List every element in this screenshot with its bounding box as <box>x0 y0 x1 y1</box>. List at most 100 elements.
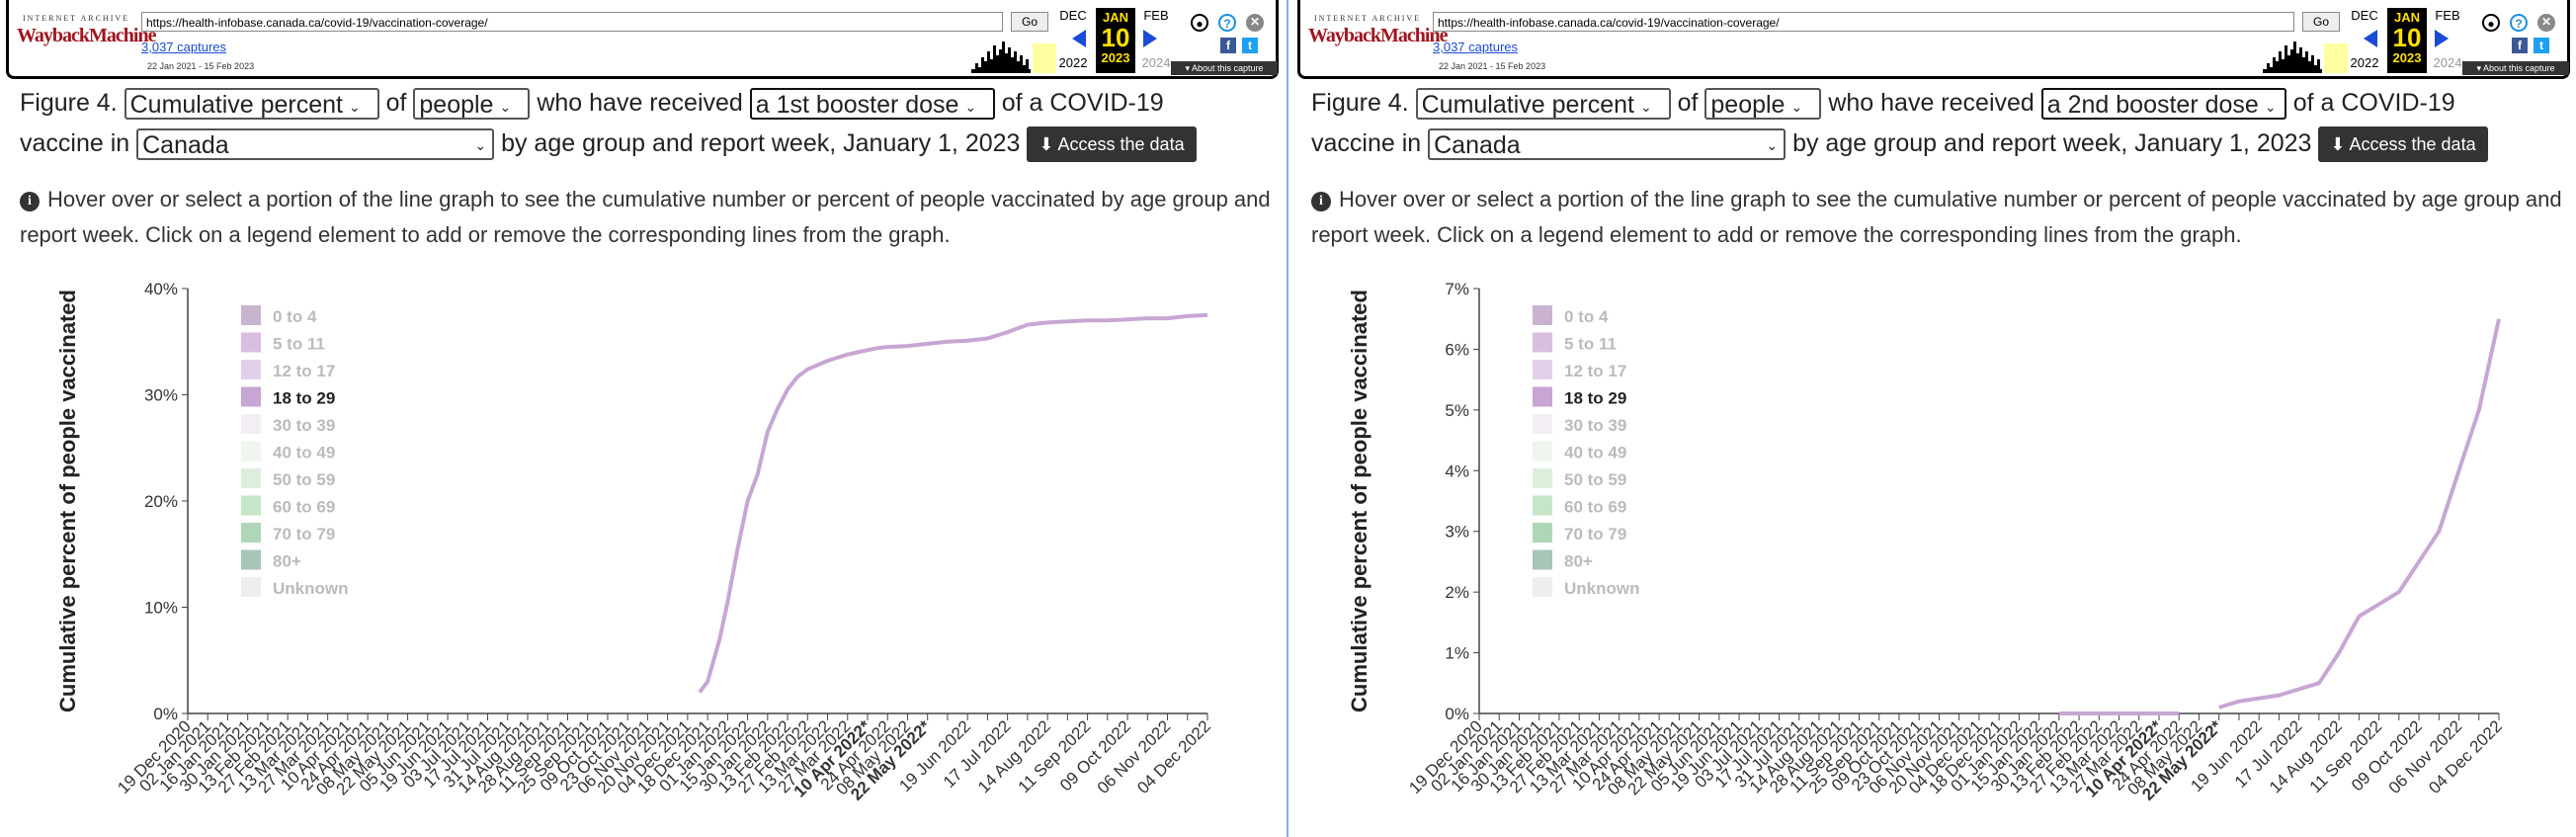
legend-swatch <box>1533 386 1552 407</box>
twitter-icon[interactable]: t <box>2534 38 2549 53</box>
wayback-url-input[interactable]: https://health-infobase.canada.ca/covid-… <box>141 12 1003 32</box>
legend-item[interactable]: 18 to 29 <box>1533 386 1626 408</box>
figure-title-line-2: vaccine in Canada ⌄ by age group and repo… <box>20 126 1197 163</box>
wayback-help-icon[interactable]: ? <box>2510 14 2528 32</box>
wayback-about-capture[interactable]: ▾ About this capture <box>1171 61 1278 75</box>
wayback-prev-arrow-icon[interactable] <box>1072 30 1086 47</box>
legend-item[interactable]: Unknown <box>1533 577 1640 598</box>
wayback-prev-month[interactable]: DEC <box>2351 8 2378 23</box>
figure-title-line-1: Figure 4. Cumulative percent ⌄ of people ⌄… <box>20 86 1164 121</box>
legend-item[interactable]: 80+ <box>241 549 301 571</box>
legend-item[interactable]: 80+ <box>1533 549 1593 571</box>
of-vaccine-text: of a COVID-19 <box>1001 89 1164 117</box>
wayback-sparkline[interactable] <box>2263 40 2322 73</box>
measure-select[interactable]: Cumulative percent ⌄ <box>124 88 379 121</box>
wayback-next-year[interactable]: 2024 <box>1141 55 1171 70</box>
wayback-next-year[interactable]: 2024 <box>2433 55 2462 70</box>
population-select[interactable]: people ⌄ <box>413 88 531 121</box>
legend-item[interactable]: 40 to 49 <box>241 441 335 462</box>
access-data-label: Access the data <box>1057 134 1185 155</box>
access-data-button[interactable]: ⬇ Access the data <box>1027 126 1197 163</box>
legend-item[interactable]: 12 to 17 <box>241 360 335 380</box>
wayback-captures-link[interactable]: 3,037 captures <box>1433 40 1519 54</box>
legend-item[interactable]: 5 to 11 <box>241 332 325 354</box>
chevron-down-icon: ⌄ <box>2264 98 2277 115</box>
legend-item[interactable]: 30 to 39 <box>241 414 335 435</box>
wayback-prev-arrow-icon[interactable] <box>2364 30 2377 47</box>
legend-item[interactable]: 40 to 49 <box>1533 441 1626 462</box>
legend-item[interactable]: 12 to 17 <box>1533 360 1626 380</box>
access-data-button[interactable]: ⬇ Access the data <box>2318 126 2488 163</box>
wayback-cur-year: 2023 <box>1101 50 1130 65</box>
legend-item[interactable]: 30 to 39 <box>1533 414 1626 435</box>
legend-label: 30 to 39 <box>273 416 335 435</box>
dose-select[interactable]: a 1st booster dose ⌄ <box>749 88 995 121</box>
legend-label: 80+ <box>273 552 301 571</box>
legend-label: 80+ <box>1564 552 1593 571</box>
legend-swatch <box>1533 577 1552 597</box>
legend-item[interactable]: 5 to 11 <box>1533 332 1617 354</box>
wayback-close-icon[interactable]: ✕ <box>1246 14 1264 32</box>
facebook-icon[interactable]: f <box>1220 38 1236 53</box>
wayback-user-icon[interactable]: ● <box>1191 14 1208 32</box>
wayback-about-capture[interactable]: ▾ About this capture <box>2462 61 2569 75</box>
dose-select[interactable]: a 2nd booster dose ⌄ <box>2040 88 2286 121</box>
wayback-next-month[interactable]: FEB <box>1143 8 1169 23</box>
dose-select-value: a 2nd booster dose <box>2046 91 2259 120</box>
legend-item[interactable]: 60 to 69 <box>1533 495 1626 517</box>
legend-swatch <box>241 577 261 597</box>
legend-swatch <box>1533 332 1552 353</box>
wayback-next-month[interactable]: FEB <box>2435 8 2460 23</box>
measure-select[interactable]: Cumulative percent ⌄ <box>1415 88 1671 121</box>
wayback-captures-link[interactable]: 3,037 captures <box>141 40 227 54</box>
y-tick-label: 10% <box>144 599 178 618</box>
legend-item[interactable]: 0 to 4 <box>1533 305 1609 326</box>
wayback-next-arrow-icon[interactable] <box>2435 30 2449 47</box>
wayback-logo[interactable]: INTERNET ARCHIVE WaybackMachine <box>17 14 156 69</box>
legend-label: Unknown <box>1564 579 1640 598</box>
legend-item[interactable]: 50 to 59 <box>1533 468 1626 489</box>
legend-label: 60 to 69 <box>1564 498 1626 517</box>
wayback-about-label: About this capture <box>2482 63 2555 73</box>
region-select[interactable]: Canada ⌄ <box>136 128 495 161</box>
y-tick-label: 40% <box>144 280 178 298</box>
population-select[interactable]: people ⌄ <box>1704 88 1822 121</box>
wayback-logo[interactable]: INTERNET ARCHIVE WaybackMachine <box>1308 14 1448 69</box>
y-tick-label: 20% <box>144 492 178 511</box>
wayback-capture-range: 22 Jan 2021 - 15 Feb 2023 <box>147 61 255 71</box>
legend-item[interactable]: Unknown <box>241 577 349 598</box>
wayback-next-arrow-icon[interactable] <box>1143 30 1157 47</box>
legend-item[interactable]: 60 to 69 <box>241 495 335 517</box>
region-select-value: Canada <box>142 131 229 160</box>
wayback-go-button[interactable]: Go <box>2302 12 2340 32</box>
wayback-close-icon[interactable]: ✕ <box>2537 14 2555 32</box>
of-word: of <box>385 89 407 117</box>
line-chart-2nd-booster[interactable]: Cumulative percent of people vaccinated 0… <box>1291 267 2576 837</box>
region-select[interactable]: Canada ⌄ <box>1428 128 1787 161</box>
legend-item[interactable]: 70 to 79 <box>241 523 335 544</box>
twitter-icon[interactable]: t <box>1242 38 1258 53</box>
wayback-prev-year[interactable]: 2022 <box>2350 55 2379 70</box>
series-line-18-to-29[interactable] <box>698 312 1208 694</box>
legend-item[interactable]: 70 to 79 <box>1533 523 1626 544</box>
legend-swatch <box>1533 495 1552 516</box>
facebook-icon[interactable]: f <box>2512 38 2528 53</box>
wayback-url-input[interactable]: https://health-infobase.canada.ca/covid-… <box>1433 12 2294 32</box>
legend-item[interactable]: 50 to 59 <box>241 468 335 489</box>
wayback-help-icon[interactable]: ? <box>1218 14 1236 32</box>
wayback-user-icon[interactable]: ● <box>2482 14 2500 32</box>
wayback-go-button[interactable]: Go <box>1011 12 1048 32</box>
wayback-sparkline[interactable] <box>971 40 1031 73</box>
wayback-prev-month[interactable]: DEC <box>1059 8 1087 23</box>
legend-item[interactable]: 18 to 29 <box>241 386 335 408</box>
line-chart-1st-booster[interactable]: Cumulative percent of people vaccinated 0… <box>0 267 1285 837</box>
figure-title-line-1: Figure 4. Cumulative percent ⌄ of people ⌄… <box>1311 86 2455 121</box>
wayback-logo-top: INTERNET ARCHIVE <box>22 14 130 23</box>
legend-item[interactable]: 0 to 4 <box>241 305 317 326</box>
legend-swatch <box>1533 360 1552 379</box>
figure-label: Figure 4. <box>20 89 118 117</box>
legend-label: 50 to 59 <box>1564 470 1626 489</box>
wayback-prev-year[interactable]: 2022 <box>1058 55 1088 70</box>
series-line-18-to-29[interactable] <box>2218 318 2501 710</box>
legend-label: 40 to 49 <box>1564 444 1626 462</box>
